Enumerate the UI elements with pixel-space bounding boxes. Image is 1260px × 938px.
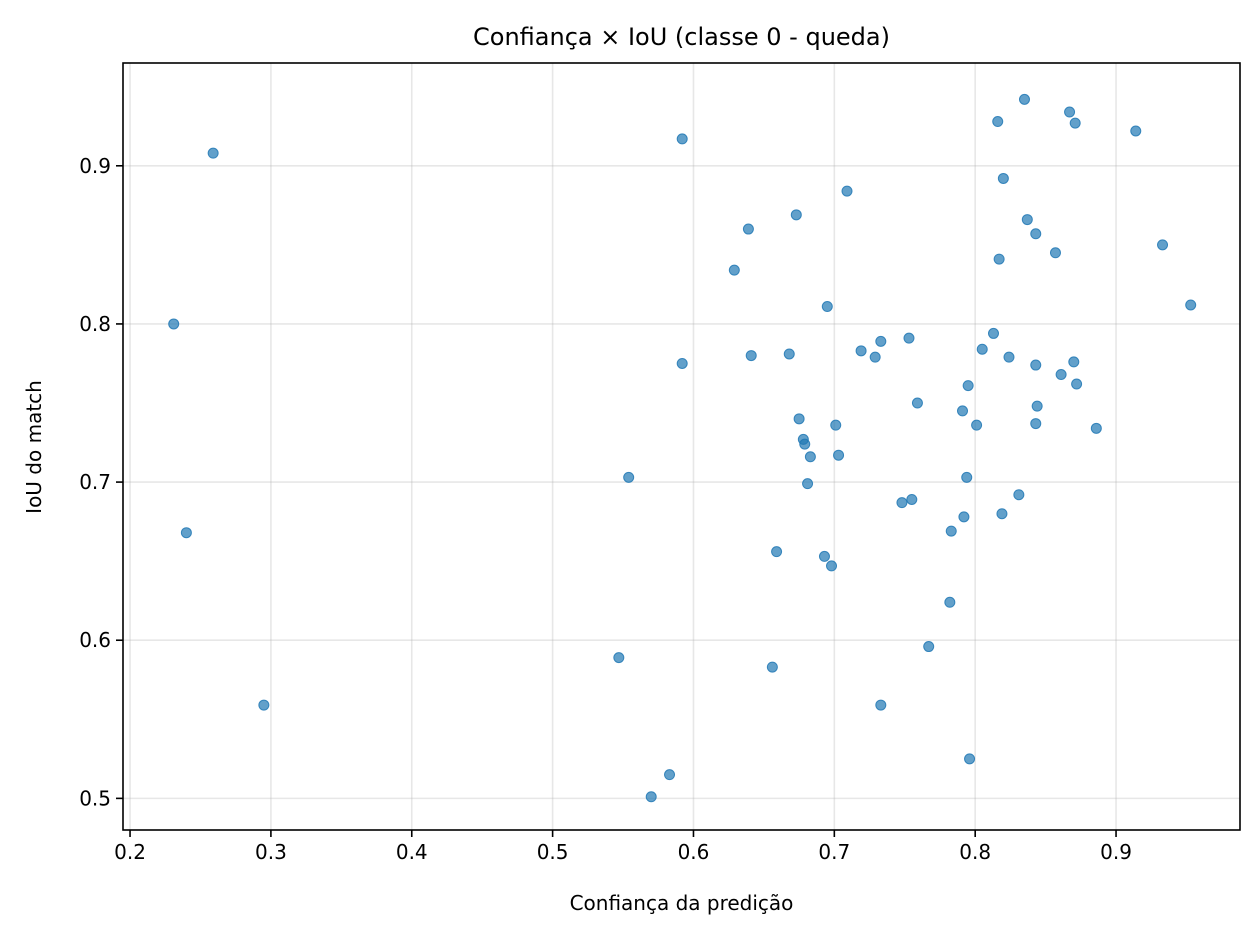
chart-title: Confiança × IoU (classe 0 - queda) xyxy=(473,23,890,51)
data-point xyxy=(911,397,923,409)
data-point xyxy=(1021,214,1033,226)
data-point xyxy=(1157,239,1169,251)
data-point xyxy=(802,478,814,490)
grid-lines xyxy=(123,63,1240,830)
data-point xyxy=(841,185,853,197)
y-tick-label: 0.9 xyxy=(79,154,111,178)
data-point xyxy=(790,209,802,221)
data-point xyxy=(1030,228,1042,240)
x-tick-label: 0.2 xyxy=(114,840,146,864)
data-point xyxy=(623,471,635,483)
data-point xyxy=(964,753,976,765)
data-point xyxy=(1069,117,1081,129)
data-point xyxy=(1068,356,1080,368)
data-point xyxy=(971,419,983,431)
data-point xyxy=(1031,400,1043,412)
y-tick-label: 0.5 xyxy=(79,786,111,810)
data-point xyxy=(258,699,270,711)
data-point xyxy=(818,550,830,562)
y-tick-label: 0.8 xyxy=(79,312,111,336)
x-tick-label: 0.6 xyxy=(678,840,710,864)
data-point xyxy=(826,560,838,572)
data-point xyxy=(945,525,957,537)
data-point xyxy=(1049,247,1061,259)
data-point xyxy=(664,769,676,781)
x-tick-label: 0.7 xyxy=(818,840,850,864)
data-point xyxy=(728,264,740,276)
data-point xyxy=(906,493,918,505)
y-tick-label: 0.7 xyxy=(79,470,111,494)
x-tick-label: 0.4 xyxy=(396,840,428,864)
data-point xyxy=(993,253,1005,265)
data-point xyxy=(875,699,887,711)
data-point xyxy=(1030,359,1042,371)
data-point xyxy=(799,438,811,450)
y-tick-label: 0.6 xyxy=(79,628,111,652)
plot-frame xyxy=(122,62,1241,831)
data-point xyxy=(961,471,973,483)
data-point xyxy=(1003,351,1015,363)
data-point xyxy=(180,527,192,539)
data-point xyxy=(676,133,688,145)
data-point xyxy=(1071,378,1083,390)
data-point xyxy=(944,596,956,608)
data-point xyxy=(1018,93,1030,105)
data-point xyxy=(997,172,1009,184)
data-point xyxy=(923,641,935,653)
data-point xyxy=(875,335,887,347)
y-axis-ticks: 0.5 0.6 0.7 0.8 0.9 xyxy=(79,154,123,810)
x-tick-label: 0.9 xyxy=(1100,840,1132,864)
data-point xyxy=(855,345,867,357)
data-point xyxy=(958,511,970,523)
data-point xyxy=(745,350,757,362)
data-point xyxy=(783,348,795,360)
data-point xyxy=(992,116,1004,128)
data-points xyxy=(168,93,1197,803)
data-point xyxy=(1185,299,1197,311)
x-tick-label: 0.8 xyxy=(959,840,991,864)
data-point xyxy=(804,451,816,463)
data-point xyxy=(962,380,974,392)
data-point xyxy=(987,327,999,339)
data-point xyxy=(976,343,988,355)
data-point xyxy=(957,405,969,417)
y-axis-label: IoU do match xyxy=(22,380,46,514)
data-point xyxy=(793,413,805,425)
data-point xyxy=(1055,369,1067,381)
x-tick-label: 0.5 xyxy=(537,840,569,864)
data-point xyxy=(676,357,688,369)
data-point xyxy=(1090,422,1102,434)
data-point xyxy=(1030,418,1042,430)
data-point xyxy=(869,351,881,363)
x-axis-label: Confiança da predição xyxy=(570,891,794,915)
data-point xyxy=(1013,489,1025,501)
data-point xyxy=(833,449,845,461)
data-point xyxy=(1064,106,1076,118)
x-axis-ticks: 0.2 0.3 0.4 0.5 0.6 0.7 0.8 0.9 xyxy=(114,830,1132,864)
data-point xyxy=(1130,125,1142,137)
data-point xyxy=(168,318,180,330)
data-point xyxy=(742,223,754,235)
data-point xyxy=(903,332,915,344)
data-point xyxy=(766,661,778,673)
data-point xyxy=(771,546,783,558)
data-point xyxy=(207,147,219,159)
data-point xyxy=(830,419,842,431)
data-point xyxy=(613,652,625,664)
data-point xyxy=(896,497,908,509)
data-point xyxy=(996,508,1008,520)
data-point xyxy=(821,301,833,313)
data-point xyxy=(645,791,657,803)
x-tick-label: 0.3 xyxy=(255,840,287,864)
